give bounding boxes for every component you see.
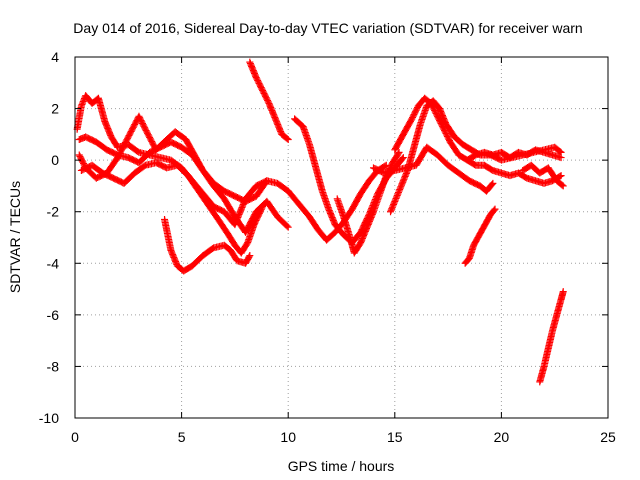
x-tick-label: 25 [600,429,616,445]
data-point [395,187,403,195]
data-point [393,193,401,201]
x-tick-label: 5 [178,429,186,445]
data-point [488,180,496,188]
data-point [390,200,398,208]
series-arc-13 [463,146,565,164]
data-point [491,205,499,213]
series-arc-3 [75,112,292,205]
series-arc-10 [369,143,497,195]
data-point [558,181,566,189]
data-point [284,136,292,144]
y-tick-label: -6 [47,307,60,323]
data-point [400,175,408,183]
data-point [557,172,565,180]
data-point [402,171,410,179]
chart-title: Day 014 of 2016, Sidereal Day-to-day VTE… [73,20,582,36]
data-point [388,205,396,213]
data-point [396,184,404,192]
x-tick-label: 20 [494,429,510,445]
data-point [394,150,402,158]
y-tick-label: -8 [47,358,60,374]
series-arc-15 [536,288,567,386]
data-point [394,190,402,198]
data-point [399,177,407,185]
data-point [77,102,85,110]
data-point [390,199,398,207]
data-point [401,174,409,182]
data-point [245,253,253,261]
data-point [392,194,400,202]
y-axis-label: SDTVAR / TECUs [7,181,23,293]
x-tick-label: 15 [387,429,403,445]
data-point [559,182,567,190]
data-point [489,179,497,187]
data-point [398,181,406,189]
data-point [79,98,87,106]
data-point [391,196,399,204]
x-axis-label: GPS time / hours [288,458,395,474]
data-point [559,288,567,296]
series-arc-4 [77,159,267,257]
y-tick-label: 4 [51,49,59,65]
data-point [283,222,291,230]
y-axis-ticks: 4 2 0 -2 -4 -6 -8 -10 [39,49,608,426]
data-point [283,135,291,143]
data-point [399,178,407,186]
data-point [557,154,565,162]
data-point [389,202,397,210]
data-point [387,208,395,216]
data-point [398,155,406,163]
data-point [79,99,87,107]
data-point [394,189,402,197]
data-point [399,154,407,162]
data-point [401,172,409,180]
data-point [396,186,404,194]
x-tick-label: 0 [71,429,79,445]
data-point [395,148,403,156]
data-point [398,180,406,188]
x-axis-ticks: 0 5 10 15 20 25 [71,57,616,445]
grid-lines [75,57,608,418]
data-point [381,162,389,170]
data-point [391,197,399,205]
series-arc-5 [161,215,254,275]
data-point [284,223,292,231]
series-arc-6 [246,58,292,144]
data-point [397,183,405,191]
data-point [259,203,267,211]
data-point [78,101,86,109]
data-point [388,203,396,211]
series-arc-14 [461,205,499,267]
data-point [387,206,395,214]
data-point [246,252,254,260]
data-point [258,204,266,212]
data-point [393,192,401,200]
y-tick-label: -10 [39,410,59,426]
series-arc-11 [387,97,565,216]
data-point [402,169,410,177]
series-arc-7 [291,115,407,247]
y-tick-label: 0 [51,152,59,168]
series-arc-16 [519,161,567,190]
y-tick-label: -2 [47,204,60,220]
y-tick-label: -4 [47,255,60,271]
data-marks [73,58,567,386]
x-tick-label: 10 [280,429,296,445]
y-tick-label: 2 [51,101,59,117]
plot-frame [74,56,609,419]
data-point [490,206,498,214]
